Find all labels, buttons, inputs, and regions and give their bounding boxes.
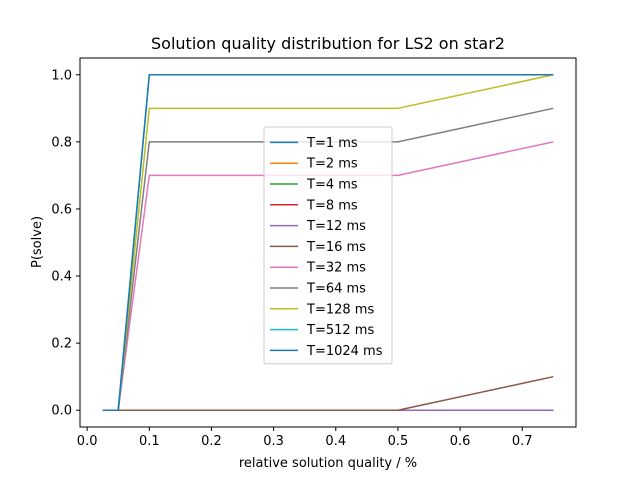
legend: T=1 ms T=2 ms T=4 ms T=8 ms T=12 ms T=16 ms T=… (263, 126, 393, 365)
y-axis: 0.0 0.2 0.4 0.6 0.8 1.0 (51, 68, 80, 419)
legend-label: T=512 ms (306, 323, 374, 338)
x-tick-label: 0.3 (263, 434, 284, 449)
legend-label: T=2 ms (306, 157, 358, 172)
y-tick-label: 0.6 (51, 202, 72, 217)
legend-label: T=4 ms (306, 178, 358, 193)
x-tick-label: 0.0 (77, 434, 98, 449)
legend-label: T=32 ms (306, 261, 366, 276)
y-tick-label: 0.8 (51, 135, 72, 150)
legend-label: T=1024 ms (306, 344, 383, 359)
legend-label: T=8 ms (306, 198, 358, 213)
legend-label: T=16 ms (306, 240, 366, 255)
y-tick-label: 0.4 (51, 270, 72, 285)
x-tick-label: 0.2 (201, 434, 222, 449)
x-tick-label: 0.6 (450, 434, 471, 449)
x-axis-label: relative solution quality / % (239, 456, 417, 471)
y-tick-label: 0.2 (51, 337, 72, 352)
y-tick-label: 0.0 (51, 404, 72, 419)
legend-box (263, 126, 393, 365)
x-tick-label: 0.7 (512, 434, 533, 449)
legend-label: T=12 ms (306, 219, 366, 234)
series-line-10 (102, 74, 554, 411)
axes-frame (79, 57, 577, 428)
y-tick-label: 1.0 (51, 68, 72, 83)
series-lines (102, 74, 554, 411)
legend-label: T=64 ms (306, 282, 366, 297)
x-tick-label: 0.4 (325, 434, 346, 449)
chart-title: Solution quality distribution for LS2 on… (151, 34, 505, 53)
y-axis-label: P(solve) (30, 216, 45, 268)
x-tick-label: 0.5 (388, 434, 409, 449)
legend-label: T=1 ms (306, 136, 358, 151)
x-axis: 0.0 0.1 0.2 0.3 0.4 0.5 0.6 0.7 (77, 427, 533, 449)
x-tick-label: 0.1 (139, 434, 160, 449)
legend-label: T=128 ms (306, 302, 374, 317)
